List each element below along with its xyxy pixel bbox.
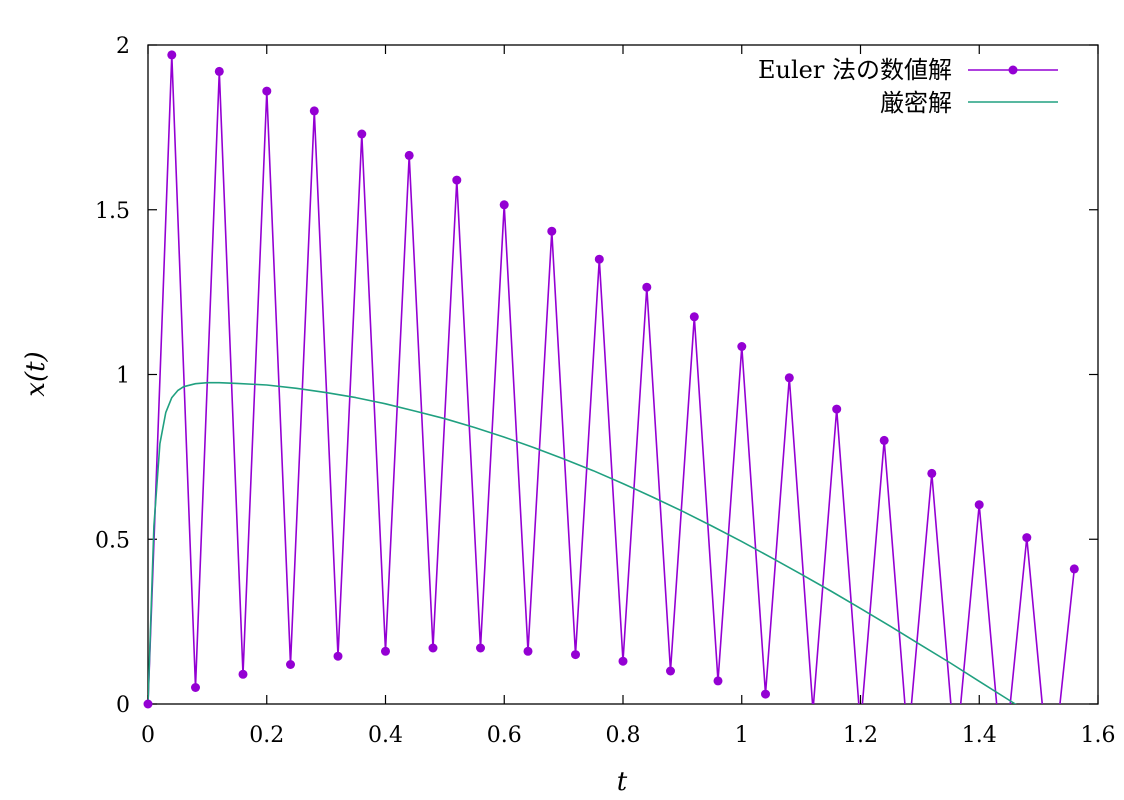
euler-data-point — [428, 643, 438, 653]
legend: Euler 法の数値解 厳密解 — [758, 56, 1058, 117]
euler-data-point — [737, 342, 747, 351]
legend-marker-euler — [1008, 65, 1018, 75]
x-tick-label: 0.2 — [249, 723, 284, 748]
euler-data-point — [309, 106, 319, 116]
plot-area — [148, 54, 1076, 704]
euler-data-point — [476, 643, 485, 653]
euler-data-point — [594, 254, 604, 264]
euler-data-point — [499, 200, 509, 210]
euler-data-point — [689, 312, 699, 322]
euler-data-point — [927, 468, 937, 478]
x-tick-label: 1.4 — [962, 723, 997, 748]
legend-label-euler: Euler 法の数値解 — [758, 56, 952, 84]
euler-data-point — [523, 646, 533, 656]
euler-data-point — [167, 50, 177, 60]
exact-series-line — [148, 381, 1017, 704]
euler-data-point — [974, 500, 984, 510]
y-tick-label: 1.5 — [95, 199, 130, 224]
euler-data-point — [642, 282, 652, 292]
euler-data-point — [1022, 533, 1032, 543]
euler-data-point — [143, 699, 153, 709]
y-tick-label: 1 — [116, 364, 130, 389]
x-tick-label: 1.2 — [843, 723, 878, 748]
euler-data-point — [879, 435, 889, 445]
x-tick-label: 0 — [141, 723, 155, 748]
x-tick-label: 1 — [735, 723, 749, 748]
euler-data-point — [618, 656, 628, 666]
euler-data-point — [238, 669, 248, 679]
euler-data-point — [761, 689, 770, 699]
euler-data-point — [262, 86, 272, 96]
euler-data-point — [381, 646, 390, 656]
euler-data-point — [452, 175, 462, 185]
x-axis-label: t — [617, 767, 628, 797]
marker-layer — [143, 50, 1079, 709]
euler-data-point — [832, 404, 842, 414]
euler-data-point — [547, 226, 557, 236]
euler-data-point — [286, 660, 295, 669]
plot-frame — [147, 44, 1099, 705]
y-axis-label: x(t) — [21, 351, 51, 396]
euler-data-point — [357, 129, 367, 139]
euler-data-point — [1069, 564, 1079, 574]
euler-data-point — [713, 676, 723, 686]
euler-data-point — [784, 373, 794, 383]
euler-data-point — [404, 150, 414, 160]
euler-data-point — [571, 650, 580, 660]
y-tick-label: 0 — [116, 693, 130, 718]
x-tick-label: 1.6 — [1081, 723, 1116, 748]
euler-data-point — [191, 683, 200, 692]
y-tick-label: 0.5 — [95, 528, 130, 553]
x-tick-label: 0.6 — [487, 723, 522, 748]
euler-data-point — [666, 666, 675, 676]
y-tick-label: 2 — [116, 34, 130, 59]
x-tick-label: 0.4 — [368, 723, 403, 748]
euler-data-point — [333, 651, 343, 661]
axes: 0 0.2 0.4 0.6 0.8 1 1.2 1.4 1.6 0 0.5 1 1.5 2 — [95, 34, 1116, 748]
legend-label-exact: 厳密解 — [880, 89, 952, 117]
x-tick-label: 0.8 — [606, 723, 641, 748]
euler-series-line — [148, 54, 1076, 704]
euler-data-point — [214, 66, 224, 76]
